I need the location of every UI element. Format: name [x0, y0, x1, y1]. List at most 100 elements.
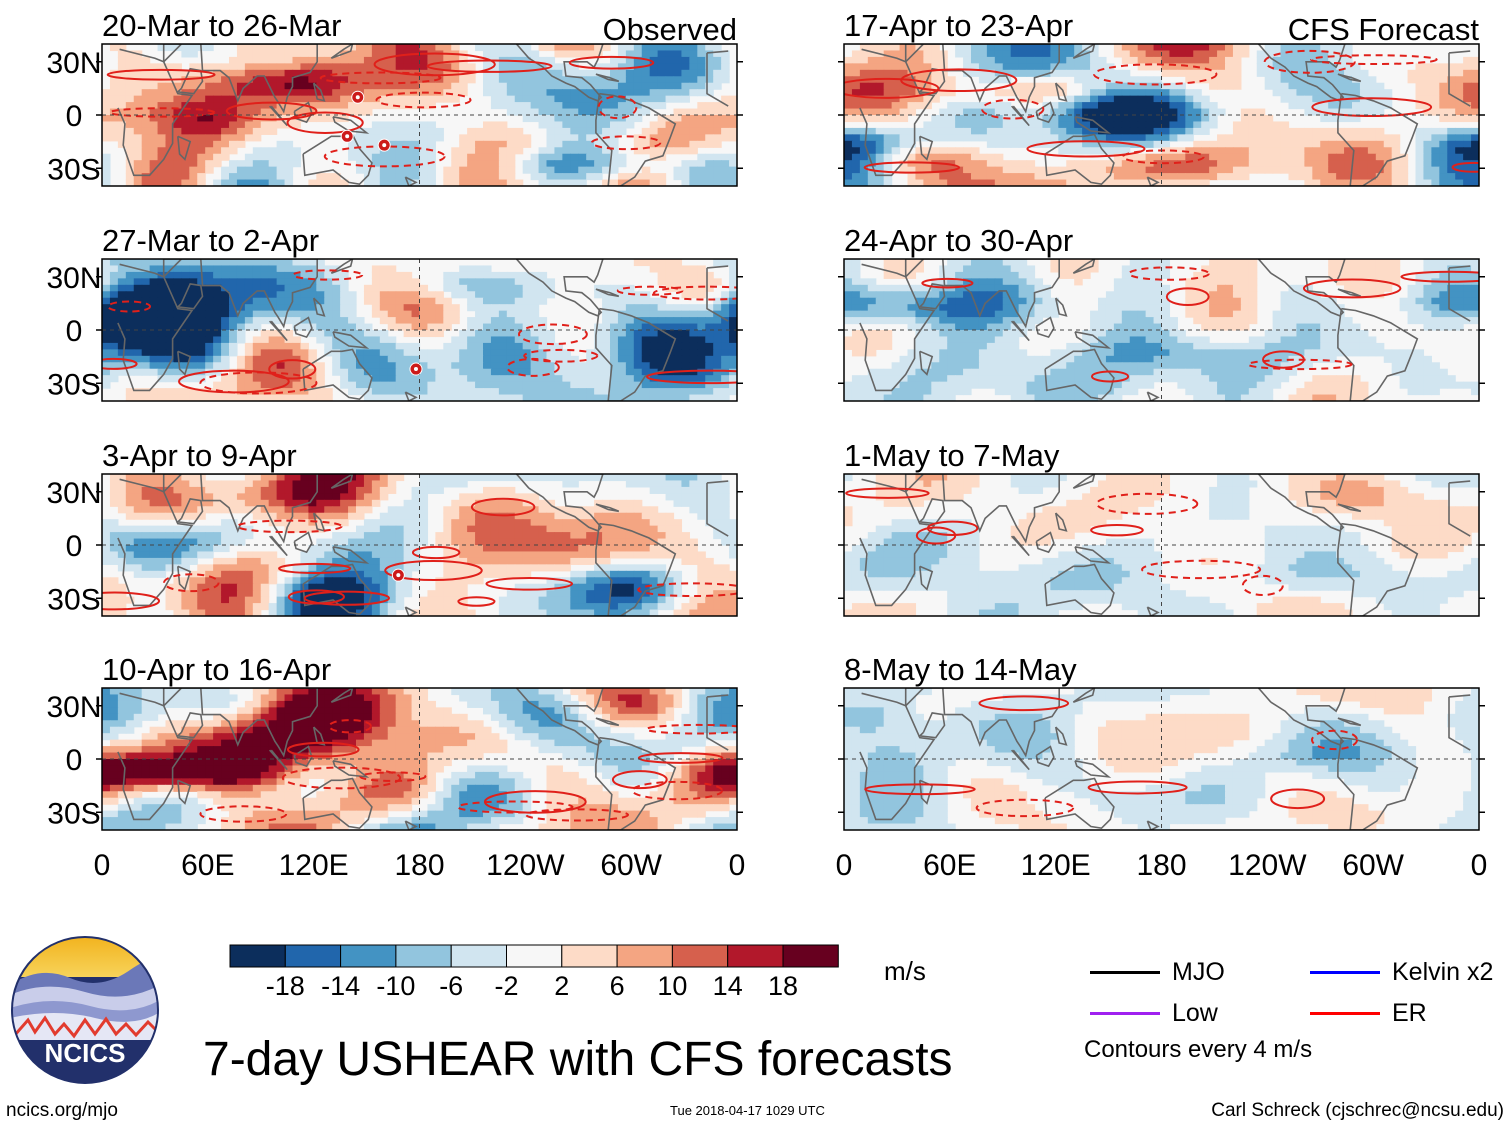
- colorbar-tick-label: -18: [266, 971, 305, 1001]
- x-tick-label: 0: [1471, 849, 1488, 882]
- x-tick-label: 60E: [181, 849, 234, 882]
- legend-line-er: [1310, 1012, 1380, 1015]
- y-tick-label: 0: [66, 744, 83, 777]
- y-tick-label: 0: [66, 315, 83, 348]
- colorbar-units: m/s: [884, 956, 926, 986]
- timestamp: Tue 2018-04-17 1029 UTC: [670, 1103, 825, 1118]
- colorbar-tick-label: -2: [494, 971, 518, 1001]
- colorbar-swatch: [395, 944, 452, 968]
- x-tick-label: 120W: [486, 849, 565, 882]
- x-tick-label: 120E: [279, 849, 349, 882]
- panel-17-apr-to-23-apr: 17-Apr to 23-Apr CFS Forecast: [838, 8, 1485, 187]
- colorbar-swatch: [229, 944, 286, 968]
- er-contours: [102, 497, 737, 611]
- coastlines: [117, 44, 729, 186]
- panel-1-may-to-7-may: 1-May to 7-May: [838, 438, 1485, 617]
- forecast-label: CFS Forecast: [1288, 12, 1480, 47]
- colorbar-tick-label: 6: [610, 971, 625, 1001]
- x-tick-label: 0: [729, 849, 746, 882]
- panel-24-apr-to-30-apr: 24-Apr to 30-Apr: [838, 223, 1485, 402]
- colorbar-swatch: [506, 944, 563, 968]
- colorbar-swatch: [450, 944, 508, 968]
- y-tick-label: 30N: [46, 691, 101, 724]
- x-tick-label: 0: [94, 849, 111, 882]
- storm-marker: [391, 568, 405, 582]
- x-tick-label: 120W: [1228, 849, 1307, 882]
- colorbar-swatch: [284, 944, 342, 968]
- legend-line-low: [1090, 1012, 1160, 1015]
- colorbar-tick-label: 10: [657, 971, 687, 1001]
- heatmap: [844, 688, 1479, 830]
- panel-title: 3-Apr to 9-Apr: [102, 438, 297, 473]
- panel-20-mar-to-26-mar: 30N 0 30S 20-Mar to 26-Mar Observed: [46, 8, 743, 187]
- y-tick-label: 0: [66, 100, 83, 133]
- legend-label-kelvin: Kelvin x2: [1392, 958, 1494, 986]
- legend-line-mjo: [1090, 971, 1160, 974]
- colorbar-tick-label: -10: [376, 971, 415, 1001]
- panel-title: 8-May to 14-May: [844, 652, 1077, 687]
- panel-title: 10-Apr to 16-Apr: [102, 652, 331, 687]
- coastlines: [859, 474, 1471, 616]
- er-contours: [845, 487, 1284, 597]
- colorbar-tick-label: 2: [554, 971, 569, 1001]
- panel-title: 1-May to 7-May: [844, 438, 1060, 473]
- ncics-logo: NCICS: [11, 936, 159, 1084]
- logo-text: NCICS: [45, 1038, 126, 1068]
- heatmap: [102, 259, 737, 401]
- observed-label: Observed: [603, 12, 737, 47]
- heatmap: [102, 44, 737, 186]
- er-contours: [102, 269, 737, 395]
- colorbar-swatch: [561, 944, 618, 968]
- panel-title: 20-Mar to 26-Mar: [102, 8, 341, 43]
- colorbar-swatch: [340, 944, 397, 968]
- y-tick-label: 30S: [47, 153, 100, 186]
- x-tick-label: 180: [394, 849, 444, 882]
- panel-27-mar-to-2-apr: 30N 0 30S 27-Mar to 2-Apr: [46, 223, 743, 402]
- coastlines: [117, 688, 729, 830]
- colorbar-tick-label: 14: [713, 971, 743, 1001]
- legend-item-mjo: MJO: [1090, 958, 1290, 986]
- storm-marker: [351, 90, 365, 104]
- x-tick-label: 60W: [1342, 849, 1404, 882]
- coastlines: [117, 259, 729, 401]
- colorbar-swatch: [616, 944, 673, 968]
- storm-marker: [409, 362, 423, 376]
- er-contours: [106, 52, 662, 168]
- x-tick-label: 180: [1136, 849, 1186, 882]
- legend-line-kelvin: [1310, 971, 1380, 974]
- site-link[interactable]: ncics.org/mjo: [6, 1100, 118, 1121]
- legend-item-kelvin: Kelvin x2: [1310, 958, 1510, 986]
- panel-title: 17-Apr to 23-Apr: [844, 8, 1073, 43]
- y-tick-label: 30N: [46, 477, 101, 510]
- colorbar-swatch: [782, 944, 839, 968]
- er-contours: [844, 49, 1479, 174]
- panel-grid: 30N 0 30S 20-Mar to 26-Mar Observed 30N 0 30S 27…: [46, 8, 1488, 882]
- panel-3-apr-to-9-apr: 30N 0 30S 3-Apr to 9-Apr: [46, 438, 743, 617]
- heatmap: [844, 44, 1479, 186]
- colorbar: -18 -14 -10 -6 -2 2 6 10 14 18: [229, 944, 839, 1001]
- figure-title: 7-day USHEAR with CFS forecasts: [203, 1033, 953, 1086]
- panel-8-may-to-14-may: 8-May to 14-May 0 60E 120E 180 120W 60W 0: [836, 652, 1488, 882]
- x-tick-label: 60W: [600, 849, 662, 882]
- er-contours: [199, 719, 737, 823]
- y-tick-label: 30S: [47, 797, 100, 830]
- panel-10-apr-to-16-apr: 30N 0 30S 10-Apr to 16-Apr 0 60E 120E 180 120W 60…: [46, 652, 746, 882]
- legend-item-er: ER: [1310, 999, 1510, 1027]
- legend-label-low: Low: [1172, 999, 1218, 1027]
- heatmap: [102, 688, 737, 830]
- storm-marker: [340, 129, 354, 143]
- colorbar-tick-label: -6: [439, 971, 463, 1001]
- author-credit: Carl Schreck (cjschrec@ncsu.edu): [1211, 1100, 1504, 1121]
- colorbar-swatch: [671, 944, 729, 968]
- storm-marker: [377, 138, 391, 152]
- coastlines: [117, 474, 729, 616]
- y-tick-label: 30N: [46, 262, 101, 295]
- y-tick-label: 30S: [47, 583, 100, 616]
- x-tick-label: 0: [836, 849, 853, 882]
- coastlines: [859, 259, 1471, 401]
- x-tick-label: 60E: [923, 849, 976, 882]
- panel-title: 24-Apr to 30-Apr: [844, 223, 1073, 258]
- heatmap: [844, 259, 1479, 401]
- heatmap: [102, 474, 737, 616]
- legend-label-mjo: MJO: [1172, 958, 1225, 986]
